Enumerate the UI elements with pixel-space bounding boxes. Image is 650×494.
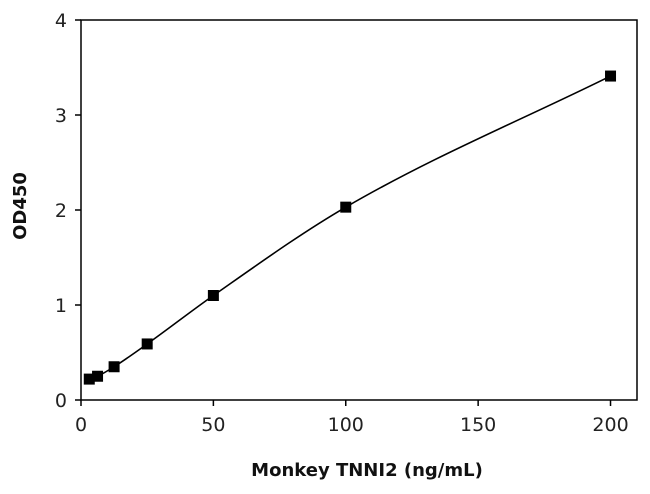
x-tick-label: 200: [592, 414, 628, 436]
y-tick-label: 3: [55, 105, 67, 127]
y-tick-label: 0: [55, 390, 67, 412]
data-point: [108, 361, 120, 373]
data-point: [207, 290, 219, 301]
x-tick-label: 150: [460, 414, 496, 436]
y-axis-ticks: 0 1 2 3 4: [55, 10, 81, 412]
y-tick-label: 1: [55, 295, 67, 317]
x-axis-title: Monkey TNNI2 (ng/mL): [251, 460, 483, 481]
x-tick-label: 50: [201, 414, 225, 436]
fit-curve: [89, 75, 611, 380]
x-axis-ticks: 0 50 100 150 200: [75, 400, 629, 436]
data-point: [141, 338, 153, 350]
plot-frame: [80, 19, 638, 401]
data-point: [92, 370, 104, 382]
x-tick-label: 100: [328, 414, 364, 436]
data-point: [605, 70, 617, 82]
data-point: [340, 201, 352, 213]
data-points: [83, 70, 617, 385]
x-tick-label: 0: [75, 414, 87, 436]
fit-curve-group: [89, 75, 611, 380]
plot-border: [80, 19, 638, 401]
y-tick-label: 2: [55, 200, 67, 222]
y-axis-title: OD450: [10, 172, 31, 240]
y-tick-label: 4: [55, 10, 67, 32]
data-point: [83, 373, 95, 385]
